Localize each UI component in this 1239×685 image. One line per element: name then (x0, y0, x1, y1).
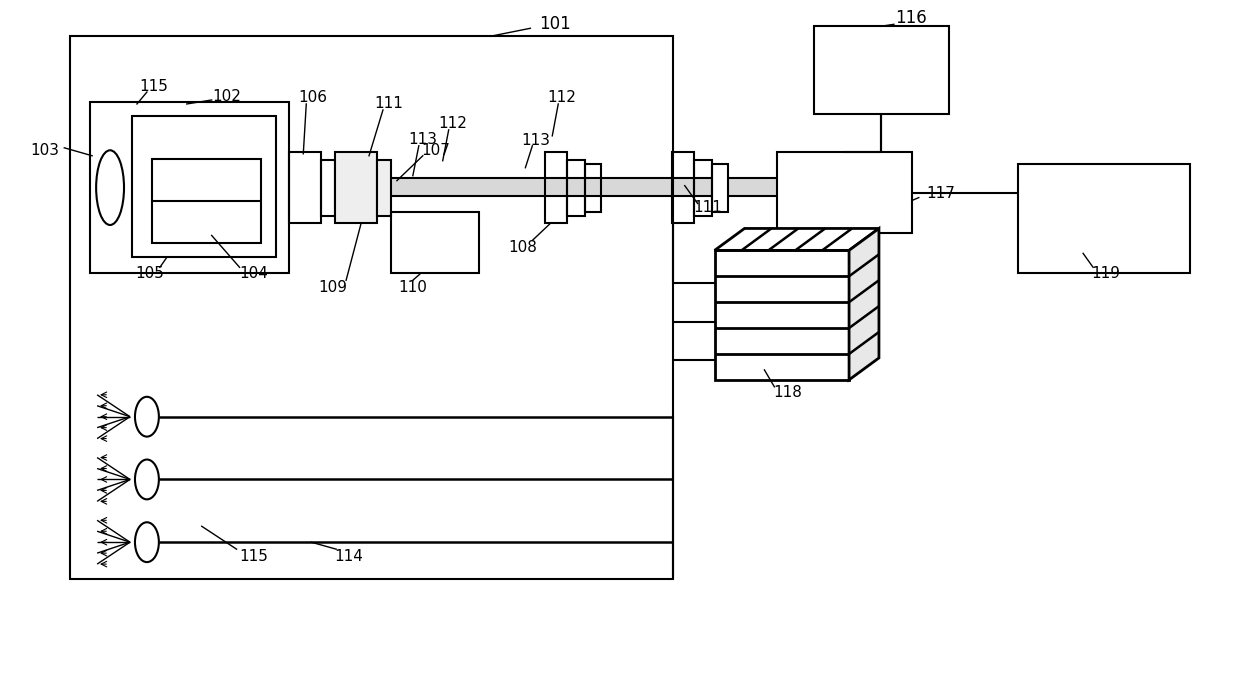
Ellipse shape (135, 460, 159, 499)
Bar (727, 177, 777, 196)
Text: 107: 107 (421, 143, 450, 158)
Bar (545, 177, 711, 196)
Bar (545, 152, 567, 223)
Bar (133, 116, 276, 258)
Text: 117: 117 (927, 186, 955, 201)
Bar (321, 160, 336, 216)
Text: 104: 104 (239, 266, 268, 281)
Bar (90, 102, 290, 273)
Text: 109: 109 (318, 279, 348, 295)
Bar (715, 251, 849, 380)
Bar (290, 152, 321, 223)
Text: 112: 112 (439, 116, 467, 132)
Bar (694, 160, 711, 216)
Ellipse shape (135, 397, 159, 436)
Bar (392, 212, 478, 273)
Text: 111: 111 (374, 97, 404, 112)
Text: 102: 102 (212, 88, 242, 103)
Bar (336, 152, 377, 223)
Bar (1018, 164, 1189, 273)
Text: 101: 101 (539, 15, 571, 34)
Text: 105: 105 (135, 266, 165, 281)
Text: 115: 115 (140, 79, 169, 94)
Bar (814, 26, 949, 114)
Bar (377, 160, 392, 216)
Polygon shape (715, 229, 878, 251)
Bar (71, 36, 673, 579)
Text: 113: 113 (520, 134, 550, 149)
Bar (585, 164, 601, 212)
Text: 111: 111 (693, 200, 722, 215)
Text: 119: 119 (1092, 266, 1120, 281)
Bar (152, 159, 261, 243)
Text: 114: 114 (335, 549, 363, 564)
Bar (711, 164, 727, 212)
Bar (336, 177, 545, 196)
Text: 103: 103 (30, 143, 58, 158)
Bar (672, 152, 694, 223)
Bar (567, 160, 585, 216)
Text: 106: 106 (299, 90, 328, 105)
Text: 108: 108 (508, 240, 536, 255)
Polygon shape (849, 229, 878, 380)
Ellipse shape (135, 522, 159, 562)
Text: 113: 113 (409, 132, 437, 147)
Bar (777, 152, 912, 234)
Text: 115: 115 (239, 549, 268, 564)
Text: 116: 116 (895, 10, 927, 27)
Text: 110: 110 (399, 279, 427, 295)
Ellipse shape (97, 150, 124, 225)
Text: 118: 118 (773, 385, 802, 400)
Text: 112: 112 (548, 90, 576, 105)
